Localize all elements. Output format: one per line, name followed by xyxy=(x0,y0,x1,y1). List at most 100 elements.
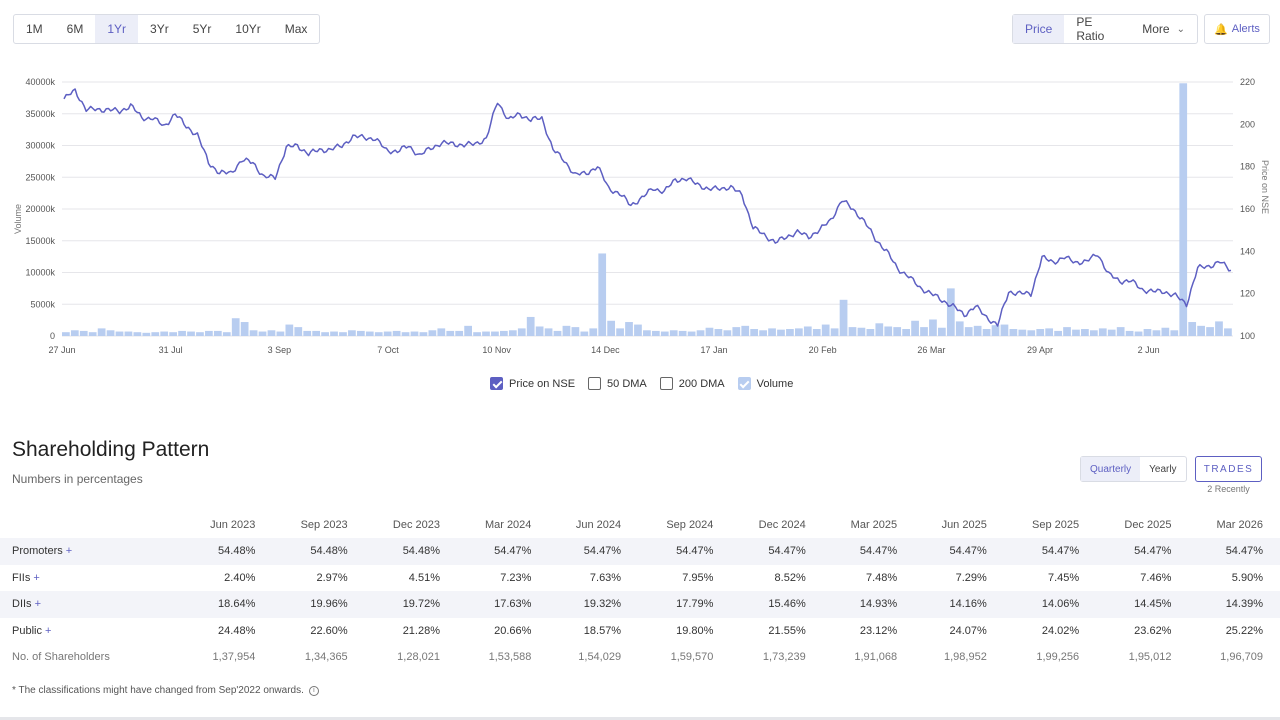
volume-bar xyxy=(356,330,365,336)
volume-checkbox[interactable] xyxy=(737,377,751,390)
table-cell: 1,28,021 xyxy=(397,651,440,664)
volume-bar xyxy=(240,322,249,336)
row-label[interactable]: Promoters + xyxy=(0,538,183,565)
volume-bar xyxy=(491,331,499,336)
volume-bar xyxy=(714,329,723,336)
table-cell: 17.79% xyxy=(638,591,731,618)
volume-bar xyxy=(133,332,142,336)
y-left-tick-label: 15000k xyxy=(25,236,55,246)
y-right-tick-label: 180 xyxy=(1240,162,1255,172)
x-tick-label: 3 Sep xyxy=(268,345,292,355)
row-label[interactable]: DIIs + xyxy=(0,591,183,618)
table-cell: 14.45% xyxy=(1096,591,1189,618)
range-button-3yr[interactable]: 3Yr xyxy=(150,22,169,36)
volume-bar xyxy=(741,325,750,336)
range-button-1m[interactable]: 1M xyxy=(26,22,43,36)
quarterly-button[interactable]: Quarterly xyxy=(1081,457,1141,481)
volume-bar xyxy=(482,331,490,336)
table-cell: 22.60% xyxy=(310,624,348,637)
legend-price[interactable]: Price on NSE xyxy=(490,377,575,390)
volume-bar xyxy=(419,332,428,336)
table-cell: 7.63% xyxy=(589,571,622,584)
range-button-max[interactable]: Max xyxy=(284,22,308,36)
volume-bar xyxy=(1054,330,1062,336)
table-cell: 7.29% xyxy=(955,571,987,584)
dma200-checkbox[interactable] xyxy=(659,377,673,390)
trades-button[interactable]: TRADES xyxy=(1195,456,1262,482)
row-label[interactable]: FIIs + xyxy=(0,565,183,592)
range-button-5yr[interactable]: 5Yr xyxy=(192,22,212,36)
volume-bar xyxy=(1036,329,1045,336)
row-label[interactable]: Public + xyxy=(0,618,183,645)
volume-bar xyxy=(875,323,884,336)
yearly-button[interactable]: Yearly xyxy=(1149,463,1177,475)
volume-bar xyxy=(1081,329,1089,336)
expand-plus-icon[interactable]: + xyxy=(33,571,40,584)
volume-bar xyxy=(383,331,392,336)
y-right-tick-label: 220 xyxy=(1240,77,1255,87)
table-cell: 54.47% xyxy=(914,538,1004,565)
table-cell: 20.66% xyxy=(494,624,532,637)
volume-bar xyxy=(1125,330,1134,336)
range-button-10yr[interactable]: 10Yr xyxy=(235,22,261,36)
table-cell: 54.47% xyxy=(457,538,549,565)
volume-bar xyxy=(276,331,285,336)
column-header: Sep 2023 xyxy=(300,519,348,531)
expand-plus-icon[interactable]: + xyxy=(34,598,41,611)
volume-bar xyxy=(848,327,857,336)
dma50-checkbox[interactable] xyxy=(588,377,602,390)
volume-bar xyxy=(1027,330,1036,336)
volume-bar xyxy=(106,330,115,336)
legend-price-label: Price on NSE xyxy=(509,377,576,390)
row-label-text: Promoters xyxy=(12,545,63,558)
table-cell: 14.93% xyxy=(822,591,915,618)
legend-volume[interactable]: Volume xyxy=(737,377,793,390)
y-left-tick-label: 10000k xyxy=(25,268,55,278)
volume-bar xyxy=(437,328,446,336)
legend-50dma[interactable]: 50 DMA xyxy=(588,377,647,390)
price-checkbox[interactable] xyxy=(490,377,503,390)
x-tick-label: 26 Mar xyxy=(917,345,945,355)
volume-bar xyxy=(348,330,356,336)
section-title: Shareholding Pattern xyxy=(12,438,210,461)
volume-bar xyxy=(205,330,213,336)
table-cell: 5.90% xyxy=(1231,571,1263,584)
x-tick-label: 29 Apr xyxy=(1027,345,1053,355)
volume-bar xyxy=(571,327,580,336)
legend-200dma[interactable]: 200 DMA xyxy=(659,377,725,390)
alerts-button[interactable]: 🔔 Alerts xyxy=(1204,14,1270,44)
volume-bar xyxy=(222,332,231,336)
column-header: Jun 2023 xyxy=(210,519,256,531)
volume-bar xyxy=(929,319,937,336)
volume-bar xyxy=(473,332,481,336)
volume-bar xyxy=(365,331,374,336)
table-cell: 14.39% xyxy=(1188,591,1280,618)
x-tick-label: 7 Oct xyxy=(377,345,399,355)
volume-bar xyxy=(374,332,383,336)
metric-selector: Price PE Ratio More ⌄ xyxy=(1012,14,1198,44)
table-cell: 54.48% xyxy=(272,538,365,565)
volume-bar xyxy=(964,327,973,336)
volume-bar xyxy=(687,331,696,336)
table-cell: 17.63% xyxy=(457,591,549,618)
range-button-1yr[interactable]: 1Yr xyxy=(95,15,139,43)
volume-bar xyxy=(526,316,535,336)
volume-bar xyxy=(142,332,151,336)
table-cell: 1,91,068 xyxy=(854,651,898,664)
expand-plus-icon[interactable]: + xyxy=(44,624,52,637)
expand-plus-icon[interactable]: + xyxy=(65,545,73,558)
table-row: Promoters +54.48% 54.48% 54.48% 54.47% 54.47%… xyxy=(0,538,1280,565)
header-blank xyxy=(0,512,183,538)
pe-ratio-button[interactable]: PE Ratio xyxy=(1076,15,1105,43)
info-icon[interactable]: i xyxy=(308,685,319,696)
price-button[interactable]: Price xyxy=(1013,15,1065,43)
volume-bar xyxy=(920,327,928,336)
row-label-text: No. of Shareholders xyxy=(12,651,110,664)
volume-bar xyxy=(839,299,848,336)
more-dropdown[interactable]: More ⌄ xyxy=(1130,15,1197,43)
range-button-6m[interactable]: 6M xyxy=(66,22,84,36)
table-cell: 7.48% xyxy=(865,571,898,584)
table-cell: 24.07% xyxy=(949,624,987,637)
x-tick-label: 20 Feb xyxy=(809,345,837,355)
more-label: More xyxy=(1142,22,1170,36)
